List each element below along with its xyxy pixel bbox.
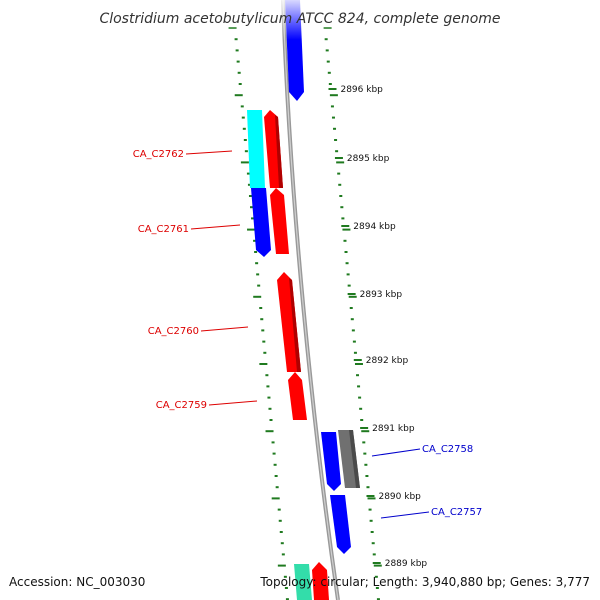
gene-ca-c2762-shade [275,115,283,188]
accession-text: Accession: NC_003030 [9,575,145,589]
gene-ca-c2759[interactable] [288,372,307,420]
gene-label-ca-c2760[interactable]: CA_C2760 [148,326,199,337]
genome-backbone-highlight [282,0,339,600]
kbp-label: 2892 kbp [366,356,409,366]
gene-label-ca-c2761[interactable]: CA_C2761 [138,224,189,235]
gene-ca-c2758[interactable] [321,432,341,491]
kbp-label: 2896 kbp [340,85,383,95]
leader-ca-c2757 [380,511,430,519]
page-title: Clostridium acetobutylicum ATCC 824, com… [99,11,500,27]
leader-ca-c2761 [190,224,241,230]
gene-bottom-teal[interactable] [294,564,312,600]
gene-bottom-red[interactable] [312,562,329,600]
gene-label-group: CA_C2762 CA_C2761 CA_C2760 CA_C2759 CA_C… [133,149,482,519]
kbp-label: 2890 kbp [378,492,421,502]
kbp-label: 2895 kbp [347,154,390,164]
kbp-label: 2893 kbp [360,290,403,300]
top-fade [0,0,600,40]
left-tick-column [228,27,289,600]
gene-forward-b[interactable] [270,188,289,254]
kbp-label: 2891 kbp [372,424,415,434]
gene-label-ca-c2757[interactable]: CA_C2757 [431,507,482,518]
leader-ca-c2758 [371,448,421,457]
gene-ca-c2757[interactable] [330,495,351,554]
gene-label-ca-c2758[interactable]: CA_C2758 [422,444,473,455]
gene-ca-c2760-shade [289,278,301,372]
leader-ca-c2760 [200,326,249,332]
gene-label-ca-c2762[interactable]: CA_C2762 [133,149,184,160]
gene-cyan-upper[interactable] [247,110,265,188]
gene-gray-shade [349,430,360,488]
kbp-label: 2889 kbp [385,559,428,569]
leader-ca-c2759 [208,400,258,406]
kbp-scale-labels: 2896 kbp 2895 kbp 2894 kbp 2893 kbp 2892 kbp… [328,85,427,569]
right-tick-column [323,27,382,600]
topology-text: Topology: circular; Length: 3,940,880 bp… [259,575,590,589]
gene-label-ca-c2759[interactable]: CA_C2759 [156,400,207,411]
gene-ca-c2761[interactable] [251,188,271,257]
kbp-label: 2894 kbp [353,222,396,232]
leader-ca-c2762 [185,150,233,155]
